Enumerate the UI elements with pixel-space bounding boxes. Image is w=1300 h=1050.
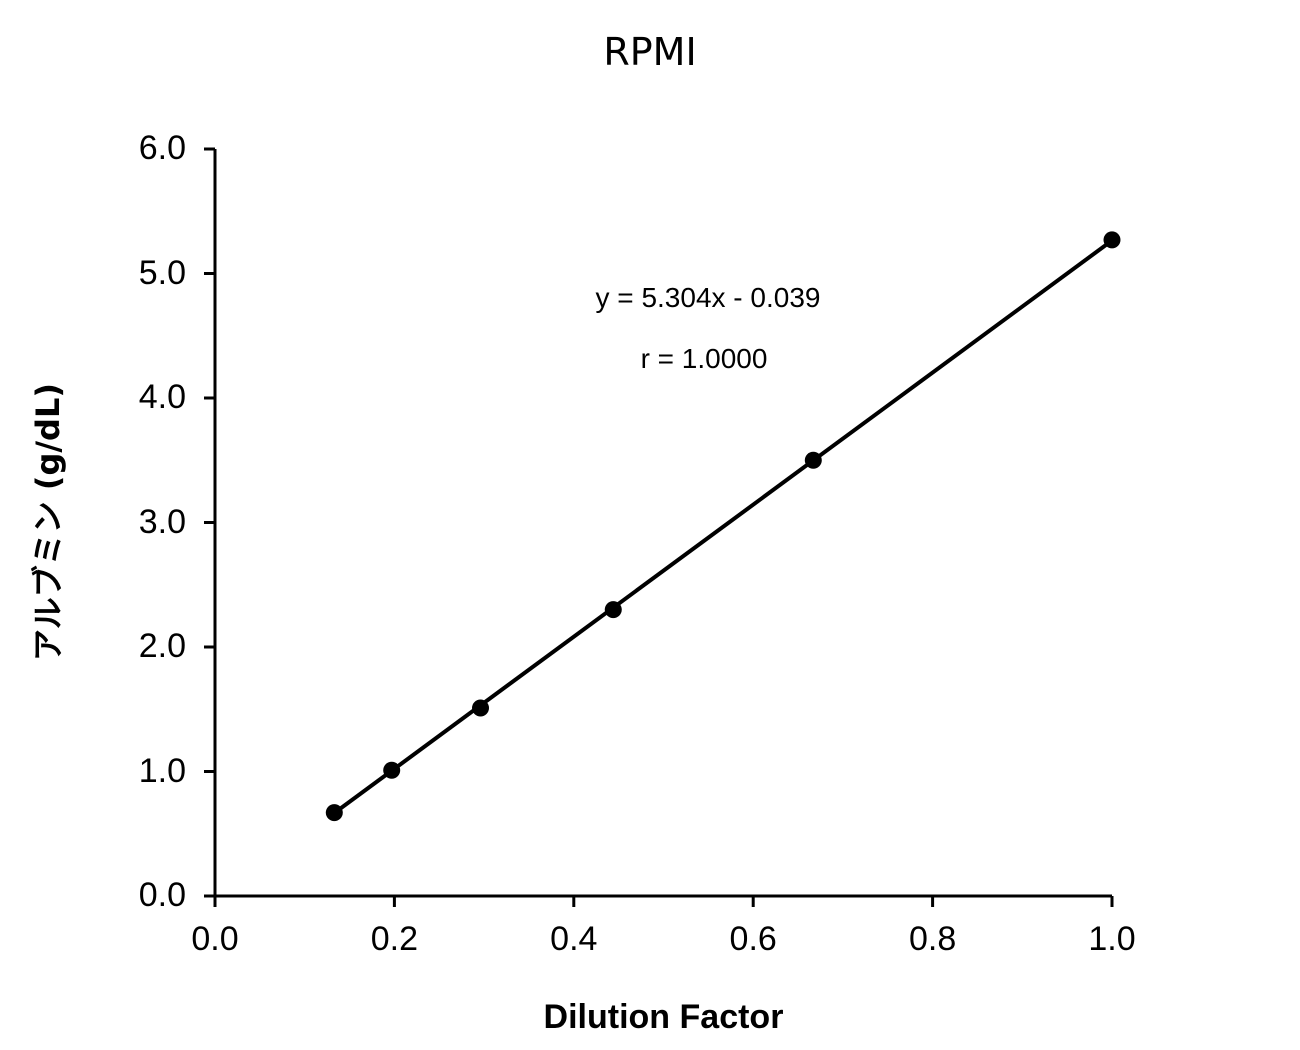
y-tick-label: 6.0: [138, 129, 186, 167]
data-point: [804, 451, 822, 469]
y-tick-label: 0.0: [138, 876, 186, 914]
y-tick-label: 2.0: [138, 627, 186, 665]
x-tick-label: 0.8: [908, 920, 957, 958]
data-point: [604, 601, 622, 619]
x-tick-label: 0.0: [191, 920, 239, 958]
data-point: [325, 804, 343, 822]
correlation-annotation: r = 1.0000: [640, 343, 768, 374]
y-axis-label: アルブミン (g/dL): [29, 383, 67, 661]
data-point: [1103, 231, 1121, 249]
axes: [204, 147, 1114, 907]
y-tick-label: 4.0: [138, 378, 186, 416]
x-tick-label: 0.4: [550, 920, 598, 958]
y-tick-label: 1.0: [138, 751, 186, 790]
equation-annotation: y = 5.304x - 0.039: [595, 282, 821, 313]
data-point: [472, 699, 490, 717]
x-tick-label: 1.0: [1088, 920, 1136, 958]
trendline-path: [333, 238, 1114, 815]
x-axis-label: Dilution Factor: [543, 998, 784, 1036]
data-points: [325, 231, 1121, 822]
trendline: [333, 238, 1114, 815]
y-tick-label: 5.0: [138, 253, 186, 292]
y-tick-label: 3.0: [138, 502, 186, 541]
x-tick-label: 0.6: [729, 920, 777, 958]
data-point: [383, 761, 401, 779]
chart-title: RPMI: [603, 30, 697, 74]
x-tick-label: 0.2: [370, 920, 419, 958]
